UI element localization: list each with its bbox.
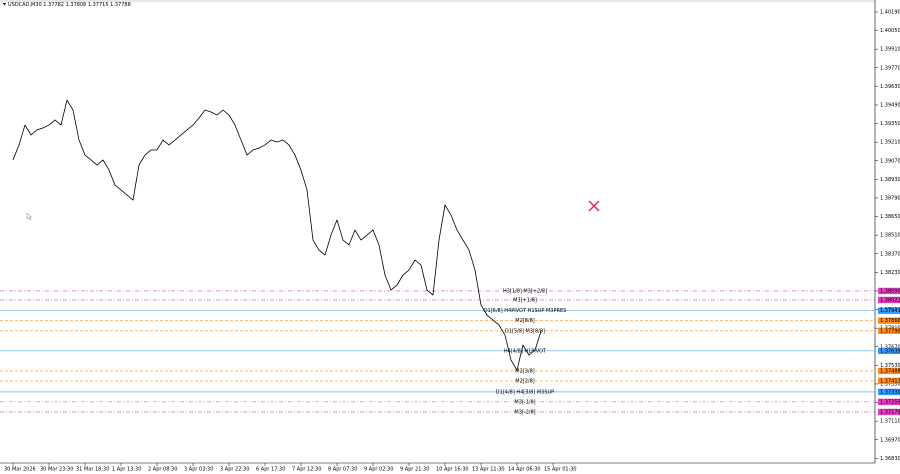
- level-price-box: [878, 398, 900, 406]
- x-tick-label: 9 Apr 02:30: [364, 467, 393, 473]
- x-tick-label: 3 Apr 03:30: [184, 467, 213, 473]
- level-label: D1[4/8] H4[3/8] M3SUP: [496, 389, 554, 395]
- x-tick-label: 2 Apr 08:30: [148, 467, 177, 473]
- level-price-box: [878, 377, 900, 385]
- y-tick-label: 1.36830: [880, 456, 900, 462]
- y-tick-label: 1.39910: [880, 47, 900, 53]
- x-tick-label: 6 Apr 17:30: [256, 467, 285, 473]
- mouse-cursor: [26, 212, 33, 221]
- x-tick-label: 15 Apr 01:30: [544, 467, 577, 473]
- cross-marker: [588, 200, 600, 212]
- y-tick-label: 1.39630: [880, 84, 900, 90]
- y-tick-label: 1.37390: [880, 381, 900, 387]
- y-tick-label: 1.38650: [880, 214, 900, 220]
- x-tick-label: 14 Apr 06:30: [508, 467, 541, 473]
- y-tick-label: 1.38790: [880, 195, 900, 201]
- level-price-box: [878, 307, 900, 314]
- x-tick-label: 31 Mar 18:30: [76, 467, 109, 473]
- x-tick-label: 13 Apr 11:30: [472, 467, 505, 473]
- level-price-label: 1.37639: [880, 348, 900, 354]
- level-price-label: 1.37255: [880, 399, 900, 405]
- level-label: D1[5/8] M3[8/8]: [505, 328, 545, 334]
- level-label: H4[4/8] H1PIVOT: [504, 348, 547, 354]
- x-tick-label: 10 Apr 16:30: [436, 467, 469, 473]
- y-tick-label: 1.39350: [880, 121, 900, 127]
- y-tick-label: 1.39770: [880, 65, 900, 71]
- level-price-box: [878, 317, 900, 324]
- level-price-box: [878, 327, 900, 335]
- level-label: M2[3/8]: [515, 368, 534, 374]
- level-price-label: 1.37488: [880, 368, 900, 374]
- level-label: M3[+1/8]: [513, 297, 537, 303]
- y-tick-label: 1.39490: [880, 102, 900, 108]
- level-price-label: 1.37941: [880, 308, 900, 314]
- level-price-label: 1.38022: [880, 297, 900, 303]
- y-tick-label: 1.38230: [880, 270, 900, 276]
- y-tick-label: 1.37670: [880, 344, 900, 350]
- level-price-label: 1.37413: [880, 378, 900, 384]
- x-tick-label: 30 Mar 2026: [4, 467, 36, 473]
- price-line: [12, 99, 542, 371]
- level-price-label: 1.37330: [880, 389, 900, 395]
- y-tick-label: 1.40190: [880, 9, 900, 15]
- y-tick-label: 1.37530: [880, 363, 900, 369]
- level-label: D1[6/8] H4PIVOT H1SUP M3PRES: [484, 308, 567, 314]
- level-price-label: 1.37179: [880, 409, 900, 415]
- x-tick-label: 30 Mar 23:30: [40, 467, 73, 473]
- level-price-label: 1.38090: [880, 288, 900, 294]
- y-tick-label: 1.37110: [880, 419, 900, 425]
- x-tick-label: 1 Apr 13:30: [112, 467, 141, 473]
- x-tick-label: 3 Apr 22:30: [220, 467, 249, 473]
- x-tick-label: 9 Apr 21:30: [400, 467, 429, 473]
- y-tick-label: 1.39210: [880, 140, 900, 146]
- y-tick-label: 1.36970: [880, 437, 900, 443]
- level-label: H3[1/8] M3[+2/8]: [503, 288, 547, 294]
- y-tick-label: 1.38370: [880, 251, 900, 257]
- level-label: M3[-1/8]: [514, 399, 535, 405]
- level-price-box: [878, 296, 900, 304]
- level-price-box: [878, 347, 900, 355]
- level-price-box: [878, 367, 900, 375]
- level-price-box: [878, 388, 900, 396]
- y-tick-label: 1.39070: [880, 158, 900, 164]
- level-price-box: [878, 408, 900, 416]
- level-price-box: [878, 287, 900, 295]
- chart-title: USDCAD,M30 1.37782 1.37808 1.37715 1.377…: [8, 2, 131, 8]
- symbol-icon: [3, 3, 6, 6]
- level-label: M2[2/8]: [515, 378, 534, 384]
- y-tick-label: 1.40050: [880, 28, 900, 34]
- level-price-label: 1.37790: [880, 328, 900, 334]
- level-price-label: 1.37866: [880, 318, 900, 324]
- x-tick-label: 8 Apr 07:30: [328, 467, 357, 473]
- x-tick-label: 7 Apr 12:30: [292, 467, 321, 473]
- level-label: M2[8/8]: [515, 318, 534, 324]
- y-tick-label: 1.38930: [880, 177, 900, 183]
- level-label: M3[-2/8]: [514, 409, 535, 415]
- y-tick-label: 1.38510: [880, 233, 900, 239]
- cross-line: [588, 200, 600, 212]
